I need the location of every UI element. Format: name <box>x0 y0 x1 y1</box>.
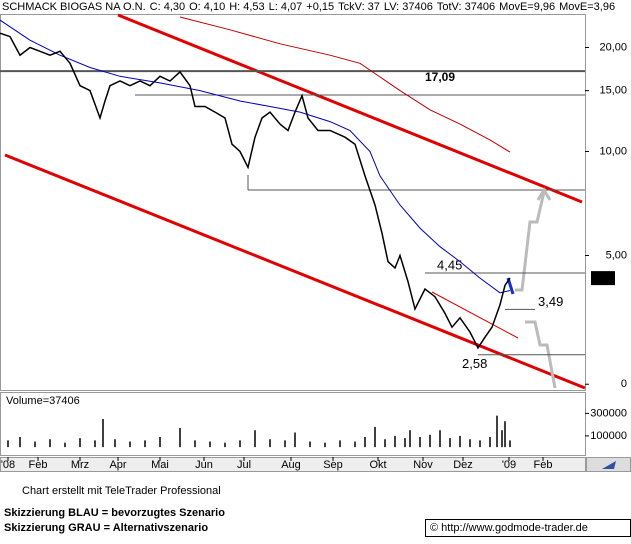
tool-icon <box>602 461 616 469</box>
url[interactable]: © http://www.godmode-trader.de <box>430 522 588 534</box>
moving-average <box>0 19 511 294</box>
volume-label: Volume=37406 <box>6 395 80 407</box>
y-tick-label: 15,00 <box>599 85 627 97</box>
x-tick-label: Feb <box>534 459 553 471</box>
trend-line <box>431 291 519 339</box>
x-tick-label: Dez <box>453 459 473 471</box>
x-tick-label: Sep <box>323 459 343 471</box>
y-tick-label: 20,00 <box>599 41 627 53</box>
x-tick-label: Mai <box>151 459 169 471</box>
time-axis <box>0 457 586 472</box>
header-item: TotV: 37406 <box>437 1 495 13</box>
price-tag <box>591 271 615 286</box>
channel-upper <box>117 13 583 204</box>
scenario-grey <box>515 191 546 292</box>
x-tick-label: Feb <box>29 459 48 471</box>
header-item: MovE=9,96 <box>499 1 555 13</box>
volume-panel <box>0 392 586 456</box>
header-item: L: 4,07 <box>269 1 303 13</box>
level-label: 2,58 <box>462 356 487 371</box>
note: Skizzierung BLAU = bevorzugtes Szenario <box>4 507 225 519</box>
header-item: H: 4,53 <box>229 1 264 13</box>
x-tick-label: '09 <box>502 459 516 471</box>
y-tick-label: 10,00 <box>599 145 627 157</box>
level-label: 4,45 <box>437 257 462 272</box>
channel-lower <box>4 153 586 390</box>
level-label: 3,49 <box>538 294 563 309</box>
tool-button[interactable] <box>586 457 631 472</box>
x-tick-label: Mrz <box>71 459 89 471</box>
price-panel <box>0 14 586 391</box>
x-tick-label: Nov <box>413 459 433 471</box>
credit: Chart erstellt mit TeleTrader Profession… <box>22 485 221 497</box>
volume-tick-label: 100000 <box>590 430 627 442</box>
level-label: 17,09 <box>425 70 455 84</box>
x-tick-label: '08 <box>1 459 15 471</box>
volume-tick-label: 300000 <box>590 407 627 419</box>
note: Skizzierung GRAU = Alternativszenario <box>4 522 208 534</box>
price-line <box>0 32 511 350</box>
scenario-grey-arrow <box>536 187 552 201</box>
header-item: C: 4,30 <box>150 1 185 13</box>
header-item: +0,15 <box>306 1 334 13</box>
x-tick-label: Aug <box>281 459 301 471</box>
header-item: MovE=3,96 <box>559 1 615 13</box>
header-item: O: 4,10 <box>189 1 225 13</box>
header-item: TckV: 37 <box>338 1 380 13</box>
moving-average <box>179 16 511 153</box>
y-tick-label: 5,00 <box>606 249 627 261</box>
price-tag-label: 4,30 <box>592 272 613 284</box>
x-tick-label: Jul <box>237 459 251 471</box>
header-item: LV: 37406 <box>384 1 433 13</box>
x-tick-label: Apr <box>109 459 126 471</box>
header: SCHMACK BIOGAS NA O.N. C: 4,30 O: 4,10 H: 4… <box>2 1 615 13</box>
x-tick-label: Jun <box>195 459 213 471</box>
y-tick-label: 0 <box>621 378 627 390</box>
header-item: SCHMACK BIOGAS NA O.N. <box>2 1 146 13</box>
x-tick-label: Okt <box>369 459 386 471</box>
scenario-grey <box>525 320 557 389</box>
